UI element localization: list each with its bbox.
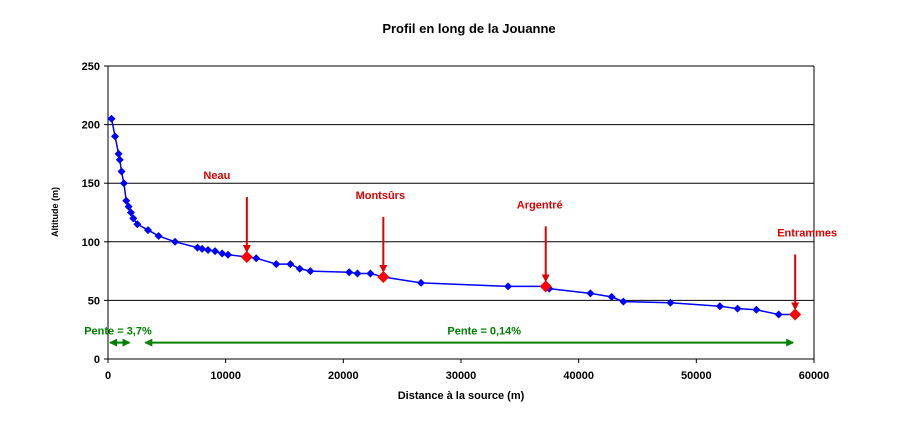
data-point (353, 269, 362, 278)
data-point (607, 292, 616, 301)
y-tick-label: 200 (82, 120, 100, 132)
data-point (154, 231, 163, 240)
data-point (133, 220, 142, 229)
slope-label: Pente = 3,7% (84, 326, 152, 338)
x-tick-label: 20000 (328, 370, 359, 382)
town-label: Entrammes (777, 227, 837, 239)
x-tick-label: 40000 (563, 370, 594, 382)
town-point (539, 280, 552, 293)
y-tick-label: 250 (82, 61, 100, 73)
data-point (733, 304, 742, 313)
data-point (224, 250, 233, 259)
x-tick-label: 60000 (799, 370, 830, 382)
y-tick-label: 50 (88, 295, 100, 307)
gridlines (108, 65, 814, 301)
data-point (252, 254, 261, 263)
data-point (416, 278, 425, 287)
x-axis-label: Distance à la source (m) (398, 390, 525, 402)
data-point (586, 289, 595, 298)
y-tick-label: 150 (82, 178, 100, 190)
data-point (122, 196, 131, 205)
data-point (286, 260, 295, 269)
data-point (198, 244, 207, 253)
y-tick-label: 0 (94, 354, 100, 366)
data-point (666, 298, 675, 307)
chart-title: Profil en long de la Jouanne (382, 21, 555, 36)
data-point (366, 269, 375, 278)
data-point (204, 246, 213, 255)
series-line (110, 118, 796, 316)
y-tick-label: 100 (82, 237, 100, 249)
data-point (272, 260, 281, 269)
data-point (295, 264, 304, 273)
data-point (171, 237, 180, 246)
data-point (111, 132, 120, 141)
data-point (306, 267, 315, 276)
data-point (211, 247, 220, 256)
y-axis-label: Altitude (m) (50, 187, 60, 237)
data-point (126, 208, 135, 217)
data-point (114, 149, 123, 158)
series-profile (107, 114, 800, 319)
y-axis-ticks: 0 50 100 150 200 250 (82, 61, 108, 366)
town-point (240, 251, 253, 264)
data-point (124, 202, 133, 211)
data-point (144, 226, 153, 235)
town-point (789, 308, 802, 321)
data-point (115, 155, 124, 164)
x-tick-label: 50000 (681, 370, 712, 382)
x-axis-ticks: 0 10000 20000 30000 40000 50000 60000 (105, 359, 829, 382)
town-label: Neau (203, 170, 230, 182)
x-tick-label: 0 (105, 370, 111, 382)
data-point (774, 310, 783, 319)
highlight-points: Neau Montsûrs Argentré Entrammes (203, 170, 837, 321)
town-label: Argentré (517, 199, 563, 211)
data-point (117, 167, 126, 176)
axes (107, 66, 815, 360)
data-point (119, 179, 128, 188)
data-point (715, 302, 724, 311)
town-label: Montsûrs (356, 190, 406, 202)
data-point (619, 297, 628, 306)
slope-label: Pente = 0,14% (447, 326, 521, 338)
data-point (129, 214, 138, 223)
data-point (218, 249, 227, 258)
data-point (504, 282, 513, 291)
slope-annotations: Pente = 3,7% Pente = 0,14% (84, 326, 795, 347)
x-tick-label: 30000 (446, 370, 477, 382)
data-point (107, 114, 116, 123)
data-point (752, 305, 761, 314)
x-tick-label: 10000 (210, 370, 241, 382)
data-point (345, 268, 354, 277)
town-point (377, 270, 390, 283)
